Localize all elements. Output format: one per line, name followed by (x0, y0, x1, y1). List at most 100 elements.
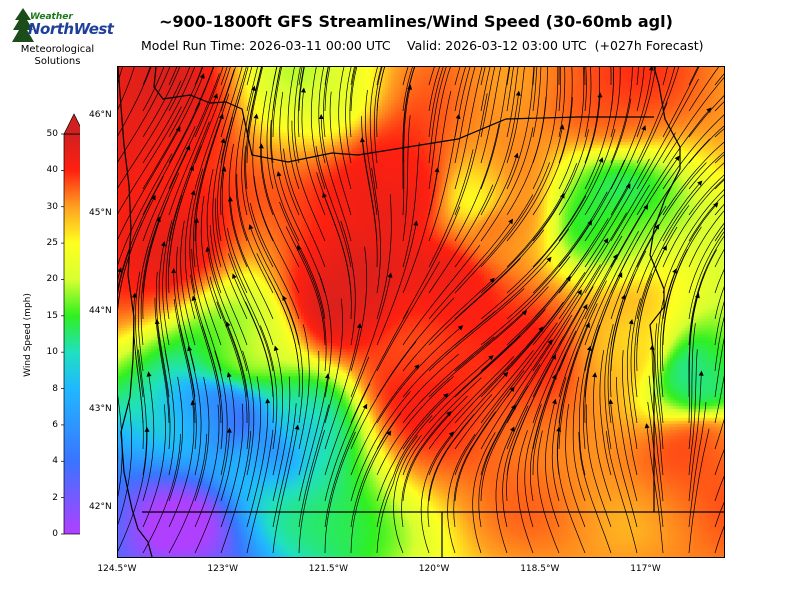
streamline (259, 325, 278, 450)
streamline (168, 67, 191, 112)
streamline-arrow (508, 218, 514, 225)
streamline (350, 390, 411, 502)
streamline (297, 67, 305, 138)
streamline (480, 385, 529, 502)
streamline (688, 402, 707, 528)
streamline (558, 235, 623, 346)
streamline (610, 67, 614, 112)
streamline (250, 228, 300, 346)
streamline (532, 191, 608, 294)
streamline (350, 341, 417, 450)
latitude-tick-label: 43°N (89, 404, 112, 414)
streamline-arrow (455, 113, 461, 120)
streamline-arrow (592, 372, 598, 378)
streamline (647, 401, 664, 528)
colorbar-tick-label: 15 (46, 310, 58, 321)
streamline (662, 77, 724, 164)
logo-subtitle: Meteorological Solutions (10, 44, 105, 68)
streamline (506, 195, 587, 294)
streamline-arrow (521, 310, 528, 316)
streamline (194, 377, 210, 502)
streamline (402, 142, 420, 268)
streamline-arrow (674, 155, 680, 162)
streamline (506, 249, 589, 346)
streamline-arrow (598, 157, 604, 163)
streamline (168, 404, 195, 528)
streamline-arrow (413, 220, 419, 226)
streamline (714, 227, 724, 242)
streamline-arrow (488, 355, 494, 361)
streamline (454, 309, 546, 398)
streamline (226, 227, 274, 346)
streamline (584, 276, 621, 398)
streamline (558, 67, 560, 86)
streamline (714, 101, 724, 112)
streamline (142, 67, 181, 138)
streamline (506, 163, 578, 268)
streamline (428, 67, 451, 190)
streamline (578, 431, 612, 554)
oregon-coastline (118, 67, 153, 557)
streamline (324, 327, 360, 450)
streamline (345, 67, 352, 164)
latitude-tick-label: 44°N (89, 306, 112, 316)
streamline (662, 114, 724, 190)
streamline (610, 403, 638, 528)
streamline (272, 67, 282, 138)
wind-map[interactable] (117, 66, 725, 558)
streamline-arrow (144, 426, 150, 432)
streamline (118, 106, 182, 214)
streamline-arrow (151, 194, 156, 201)
streamline (565, 403, 586, 528)
streamline (610, 205, 667, 320)
streamline (194, 67, 214, 112)
streamline (315, 146, 352, 268)
streamline (506, 67, 535, 190)
streamline (558, 67, 566, 138)
streamline (298, 350, 320, 476)
streamline (402, 281, 492, 372)
streamline (610, 70, 652, 190)
streamline (310, 67, 326, 190)
streamline (626, 323, 638, 450)
streamline-arrow (546, 256, 552, 263)
streamline (585, 404, 612, 528)
streamline-arrow (190, 189, 196, 196)
streamline (216, 301, 248, 423)
streamline-arrow (226, 427, 232, 433)
streamline (622, 350, 638, 476)
streamline (260, 148, 300, 268)
latitude-tick-label: 46°N (89, 110, 112, 120)
streamline (402, 358, 491, 450)
streamline (298, 404, 330, 528)
streamline (454, 67, 471, 138)
streamline (579, 350, 590, 476)
streamline (454, 390, 512, 502)
streamline (155, 271, 170, 398)
streamline (636, 78, 699, 190)
streamline (301, 92, 326, 216)
streamline (454, 260, 549, 346)
streamline (428, 149, 474, 268)
streamline (630, 298, 641, 424)
streamline (532, 218, 609, 320)
streamline (472, 432, 496, 554)
streamline (662, 67, 700, 138)
streamline (246, 376, 261, 502)
streamline-arrow (227, 196, 233, 202)
streamline (532, 67, 559, 190)
map-title: ~900-1800ft GFS Streamlines/Wind Speed (… (159, 12, 673, 31)
streamline (142, 404, 166, 528)
streamline (190, 274, 222, 398)
colorbar (61, 113, 80, 535)
streamline-arrow (221, 166, 227, 172)
streamline (168, 433, 208, 554)
streamline (714, 449, 724, 476)
streamline (142, 67, 151, 86)
streamline (118, 431, 148, 552)
streamline (220, 67, 247, 164)
streamline (236, 174, 274, 294)
streamline (215, 198, 248, 320)
streamline (636, 67, 645, 112)
streamline (272, 67, 278, 86)
